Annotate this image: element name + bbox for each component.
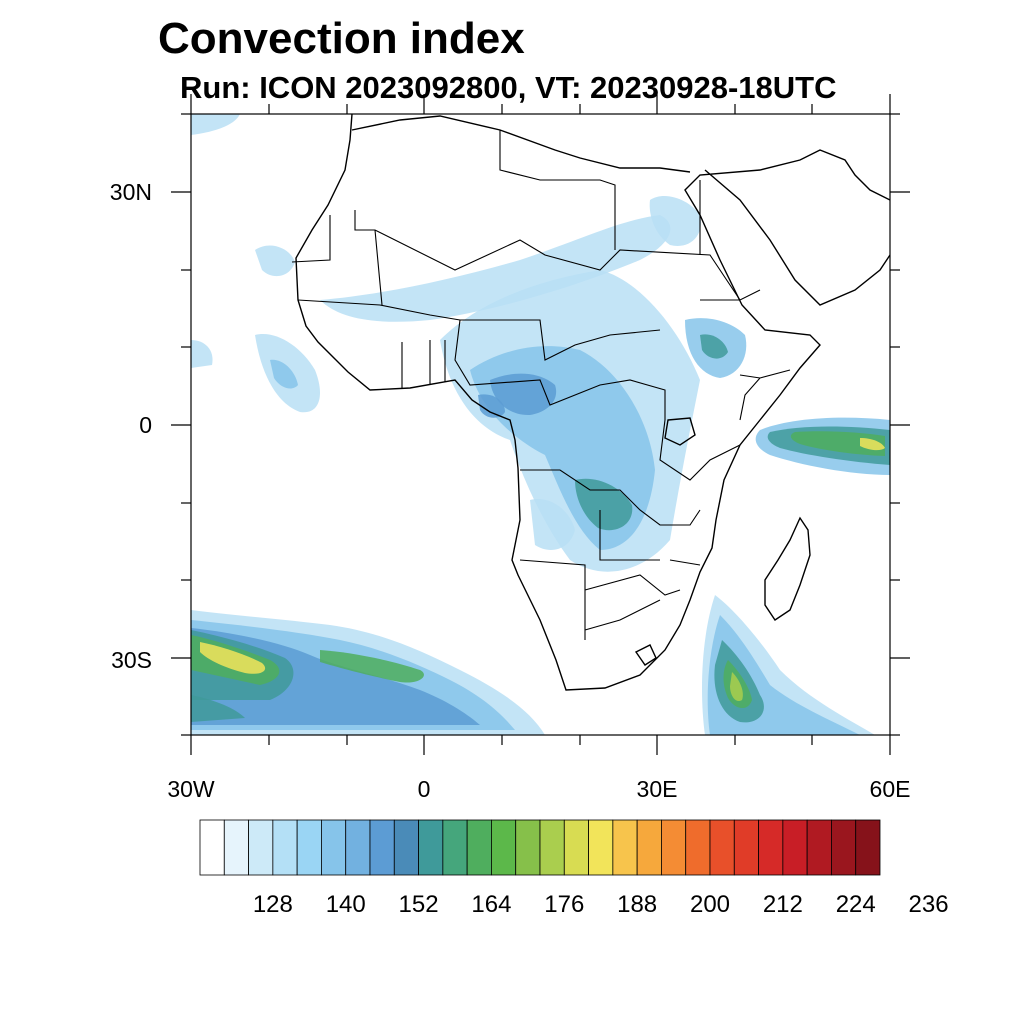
lat-label-0: 0 [139, 412, 152, 438]
field-west-africa-coast [191, 340, 213, 368]
colorbar-box [515, 819, 541, 876]
border-algeria-libya [499, 130, 616, 250]
colorbar-box [369, 819, 395, 876]
colorbar-label: 152 [399, 891, 439, 918]
chart-title: Convection index [158, 14, 525, 63]
field-canary [255, 245, 295, 277]
field-south-atlantic-lower [191, 695, 245, 722]
colorbar-label: 176 [544, 891, 584, 918]
colorbar-box [709, 819, 735, 876]
colorbar-box [806, 819, 832, 876]
border-north [354, 210, 741, 301]
colorbar-box [272, 819, 298, 876]
border-west-africa [291, 215, 446, 388]
lesotho-outline [634, 644, 657, 666]
colorbar-box [248, 819, 274, 876]
colorbar-label: 164 [471, 891, 511, 918]
lon-label-0: 0 [418, 776, 431, 802]
field-congo-core [490, 373, 557, 416]
colorbar-box [612, 819, 638, 876]
colorbar-box [758, 819, 784, 876]
colorbar [199, 819, 881, 876]
arabia-outline [704, 169, 890, 306]
lake-victoria [664, 417, 696, 446]
mediterranean-coast [351, 115, 691, 173]
colorbar-box [636, 819, 662, 876]
field-north-corner [191, 114, 240, 135]
colorbar-label: 140 [326, 891, 366, 918]
colorbar-box [831, 819, 857, 876]
border-horn [700, 289, 791, 421]
lon-label-30w: 30W [167, 776, 215, 802]
colorbar-label: 236 [909, 891, 949, 918]
colorbar-box [442, 819, 468, 876]
colorbar-label: 212 [763, 891, 803, 918]
colorbar-box [296, 819, 322, 876]
colorbar-box [588, 819, 614, 876]
axis-ticks [171, 94, 910, 755]
border-central [454, 319, 741, 481]
field-cameroon-core [478, 394, 505, 418]
colorbar-box [782, 819, 808, 876]
colorbar-box [539, 819, 565, 876]
colorbar-label: 224 [836, 891, 876, 918]
colorbar-box [393, 819, 419, 876]
colorbar-label: 128 [253, 891, 293, 918]
field-indian-ocean-green [790, 431, 885, 456]
borders-layer [291, 130, 791, 640]
colorbar-box [223, 819, 249, 876]
field-congo-teal [575, 478, 633, 531]
colorbar-box [345, 819, 371, 876]
convection-field-layer [191, 114, 890, 735]
field-south-atlantic-band2 [320, 650, 424, 683]
field-ethiopia-core [700, 334, 728, 359]
border-southern [519, 559, 701, 640]
field-south-atlantic-yellow [200, 642, 266, 674]
run-subtitle: Run: ICON 2023092800, VT: 20230928-18UTC [180, 70, 837, 105]
field-atlantic-tropical-core [270, 359, 298, 389]
colorbar-box [418, 819, 444, 876]
lat-label-30n: 30N [110, 179, 152, 205]
colorbar-box [466, 819, 492, 876]
border-sahel [297, 299, 661, 361]
colorbar-box [563, 819, 589, 876]
colorbar-box [685, 819, 711, 876]
coastline-layer [295, 114, 890, 691]
colorbar-labels: 128 140 152 164 176 188 200 212 224 236 [253, 891, 949, 918]
colorbar-box [855, 819, 881, 876]
madagascar-outline [764, 516, 811, 621]
lon-label-60e: 60E [870, 776, 911, 802]
colorbar-box [321, 819, 347, 876]
colorbar-box [491, 819, 517, 876]
colorbar-box [733, 819, 759, 876]
lon-label-30e: 30E [637, 776, 678, 802]
colorbar-label: 188 [617, 891, 657, 918]
field-red-sea [649, 195, 701, 246]
colorbar-box [661, 819, 687, 876]
field-angola [530, 499, 575, 550]
lat-label-30s: 30S [111, 647, 152, 673]
field-madagascar-lgreen [730, 672, 743, 702]
border-congo-south [520, 469, 701, 561]
field-indian-ocean-yellow [860, 438, 885, 451]
field-sahel-band [320, 215, 671, 322]
africa-coastline [295, 114, 890, 691]
colorbar-label: 200 [690, 891, 730, 918]
colorbar-box [199, 819, 225, 876]
